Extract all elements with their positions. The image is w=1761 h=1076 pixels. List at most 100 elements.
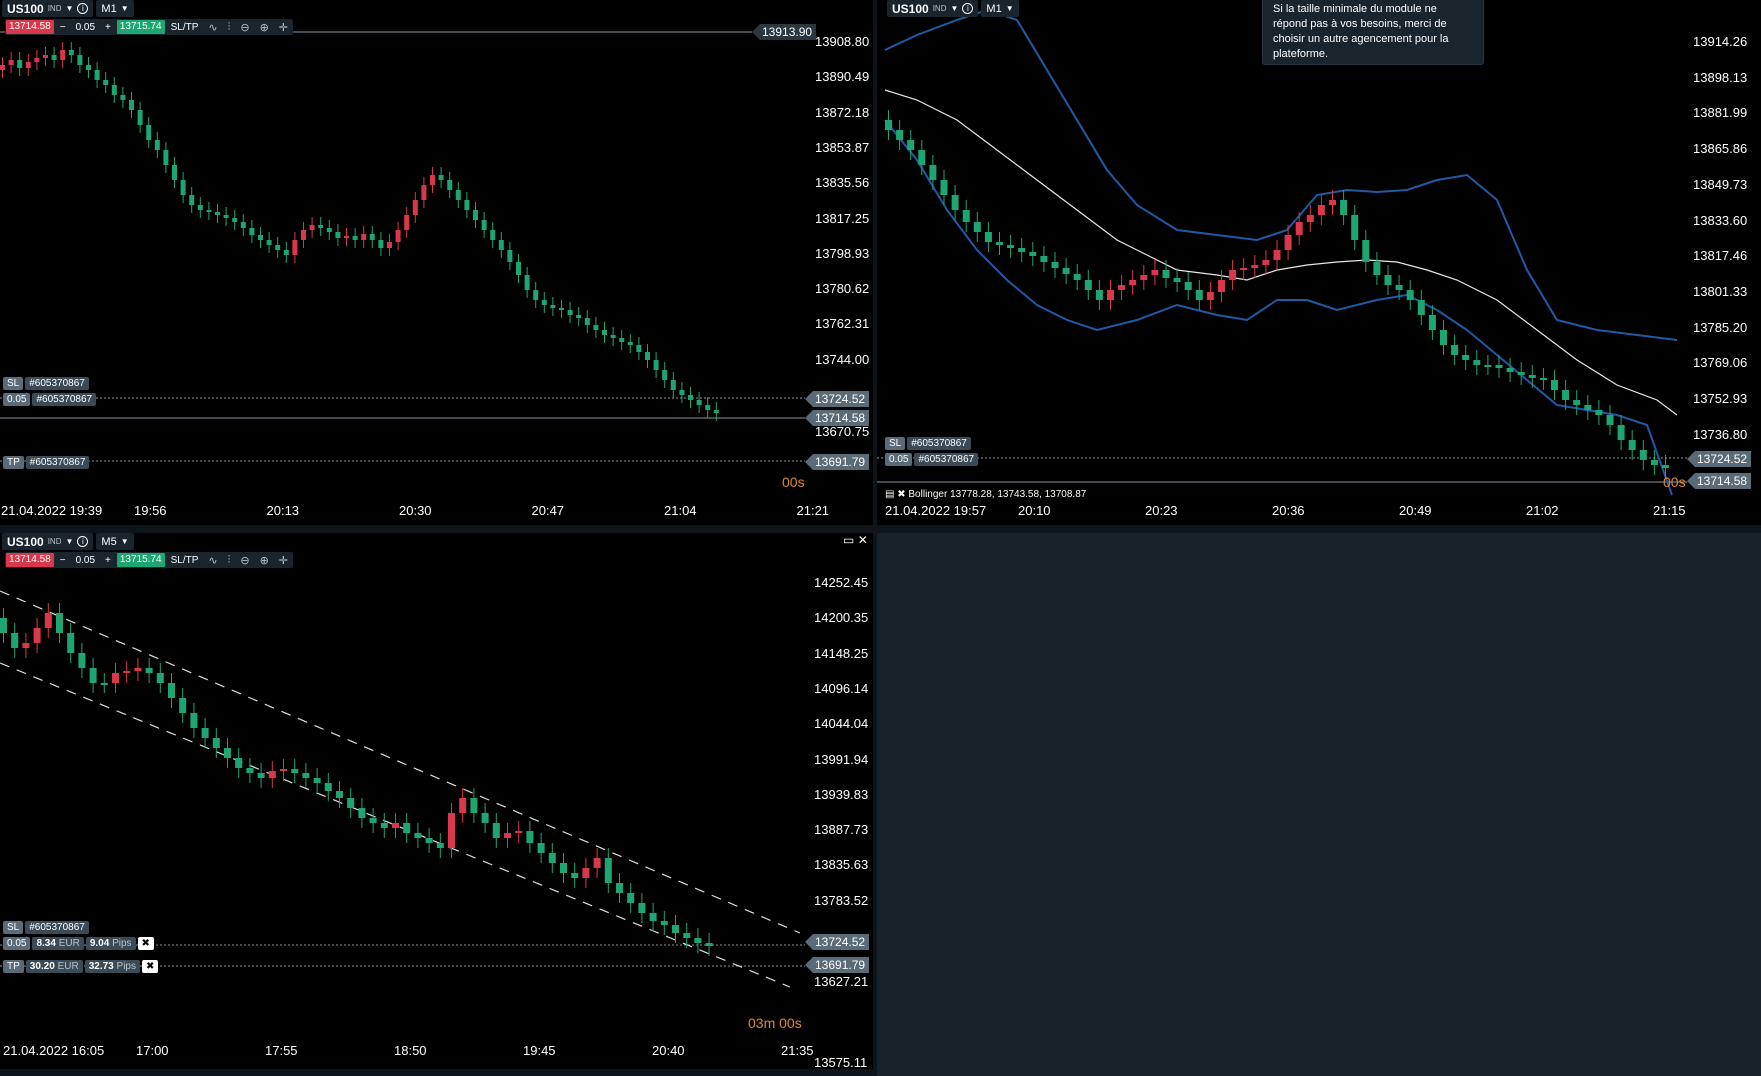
price-tick-label: 14044.04 [814,716,869,732]
candle-body [8,60,14,65]
tp-eur-value: 30.20 [29,961,55,972]
qty-input[interactable]: 0.05 [75,21,96,33]
candle-body [1628,440,1636,450]
candle-body [1118,285,1126,290]
candle-body [1040,256,1048,262]
order-id: #605370867 [25,377,89,390]
tp-tag[interactable]: TP #605370867 [3,455,90,470]
price-tick-label: 13801.33 [1693,283,1748,299]
pips-unit: Pips [112,938,132,949]
sl-tag[interactable]: SL #605370867 [3,376,89,391]
chevron-down-icon[interactable]: ▼ [65,4,74,13]
close-icon[interactable]: ✕ [857,533,868,547]
price-tick-label: 13670.75 [815,424,870,440]
candle-body [593,325,599,330]
candle-body [516,262,521,275]
bollinger-legend[interactable]: ▤ ✖ Bollinger 13778.28, 13743.58, 13708.… [885,489,1086,500]
candle-body [1029,252,1037,256]
sltp-button[interactable]: SL/TP [170,21,199,33]
position-tag[interactable]: 0.05 #605370867 [3,392,97,407]
time-tick-label: 21:15 [1653,503,1686,518]
tooltip-line: Si la taille minimale du module ne [1273,3,1437,15]
position-tag[interactable]: 0.05 8.34 EUR 9.04 Pips ✖ [3,936,154,951]
qty-input[interactable]: 0.05 [75,554,96,566]
candle-body [1451,345,1459,355]
hline-price-label[interactable]: 13913.90 [752,24,817,40]
buy-button[interactable]: 13715.74 [116,553,165,567]
tp-label: TP [3,456,24,469]
qty-minus-icon[interactable]: − [59,21,66,33]
zoom-out-icon[interactable]: ⊖ [240,554,250,567]
chart-1-plot[interactable] [0,0,873,525]
candle-body [662,370,668,380]
tp-tag[interactable]: TP 30.20 EUR 32.73 Pips ✖ [3,959,159,974]
line-tool-icon[interactable]: ∿ [208,21,218,34]
candle-body [235,758,243,768]
candle-body [120,95,126,100]
candle-body [206,210,212,212]
close-tp-icon[interactable]: ✖ [141,960,159,973]
symbol-selector[interactable]: US100 IND ▼ i [887,0,979,17]
candle-body [215,212,220,215]
candle-body [951,195,959,210]
empty-layout-slot [877,533,1761,1076]
qty-plus-icon[interactable]: + [105,554,111,566]
crosshair-icon[interactable]: ✛ [278,554,289,567]
zoom-out-icon[interactable]: ⊖ [240,21,250,34]
info-icon[interactable]: i [77,536,89,547]
chevron-down-icon[interactable]: ▼ [65,537,74,546]
timeframe-selector[interactable]: M5 ▼ [96,533,134,550]
zoom-in-icon[interactable]: ⊕ [259,554,269,567]
timeframe-selector[interactable]: M1 ▼ [981,0,1019,17]
close-position-icon[interactable]: ✖ [137,937,154,950]
qty-plus-icon[interactable]: + [105,21,111,33]
position-qty[interactable]: 0.05 [885,453,913,466]
candle-body [145,668,153,673]
chevron-down-icon[interactable]: ▼ [950,4,959,13]
symbol-selector[interactable]: US100 IND ▼ i [2,0,94,17]
timeframe-selector[interactable]: M1 ▼ [96,0,134,17]
qty-minus-icon[interactable]: − [59,554,66,566]
sl-tag[interactable]: SL #605370867 [885,436,971,451]
candle-body [43,55,48,58]
indicator-icon[interactable]: ⫶ [227,20,231,33]
price-tick-label: 13835.56 [815,175,870,191]
crosshair-icon[interactable]: ✛ [278,21,289,34]
position-qty[interactable]: 0.05 [3,937,31,950]
chart-panel-2[interactable]: US100 IND ▼ i M1 ▼ 13914.26 13898.13 13881… [877,0,1761,525]
candle-body [335,232,341,238]
chart-2-plot[interactable] [877,0,1761,525]
time-tick-label: 20:10 [1018,503,1051,518]
chart-panel-3[interactable]: US100 IND ▼ i M5 ▼ ▭ ✕ 13714.58 − 0.05 +… [0,533,873,1069]
price-tick-label: 13780.62 [815,281,870,297]
info-icon[interactable]: i [962,3,974,14]
sell-button[interactable]: 13714.58 [6,553,54,567]
position-qty[interactable]: 0.05 [3,393,31,406]
buy-button[interactable]: 13715.74 [116,20,165,34]
zoom-in-icon[interactable]: ⊕ [259,21,269,34]
chart-1-trade-bar: 13714.58 − 0.05 + 13715.74 SL/TP ∿ ⫶ ⊖ ⊕… [5,19,294,35]
eye-icon[interactable]: ▤ ✖ [885,489,906,500]
candle-body [258,235,263,240]
position-tag[interactable]: 0.05 #605370867 [885,452,979,467]
sl-tag[interactable]: SL #605370867 [3,920,89,935]
symbol-selector[interactable]: US100 IND ▼ i [2,533,94,550]
candle-body [1428,315,1436,330]
line-tool-icon[interactable]: ∿ [208,554,218,567]
price-tick-label: 13769.06 [1693,355,1748,371]
candle-body [44,613,52,628]
chart-3-plot[interactable] [0,533,873,1069]
candle-body [1606,415,1614,425]
chart-1-toolbar: US100 IND ▼ i M1 ▼ [2,0,134,17]
indicator-icon[interactable]: ⫶ [227,553,231,566]
chart-panel-1[interactable]: US100 IND ▼ i M1 ▼ 13714.58 − 0.05 + 137… [0,0,873,525]
candle-body [291,769,299,773]
maximize-icon[interactable]: ▭ [843,533,855,547]
candle-body [1218,280,1225,292]
candle-body [1140,275,1148,280]
info-icon[interactable]: i [77,3,89,14]
price-tick-label: 13762.31 [815,316,870,332]
sltp-button[interactable]: SL/TP [170,554,199,566]
sell-button[interactable]: 13714.58 [6,20,54,34]
candle-body [627,893,635,903]
